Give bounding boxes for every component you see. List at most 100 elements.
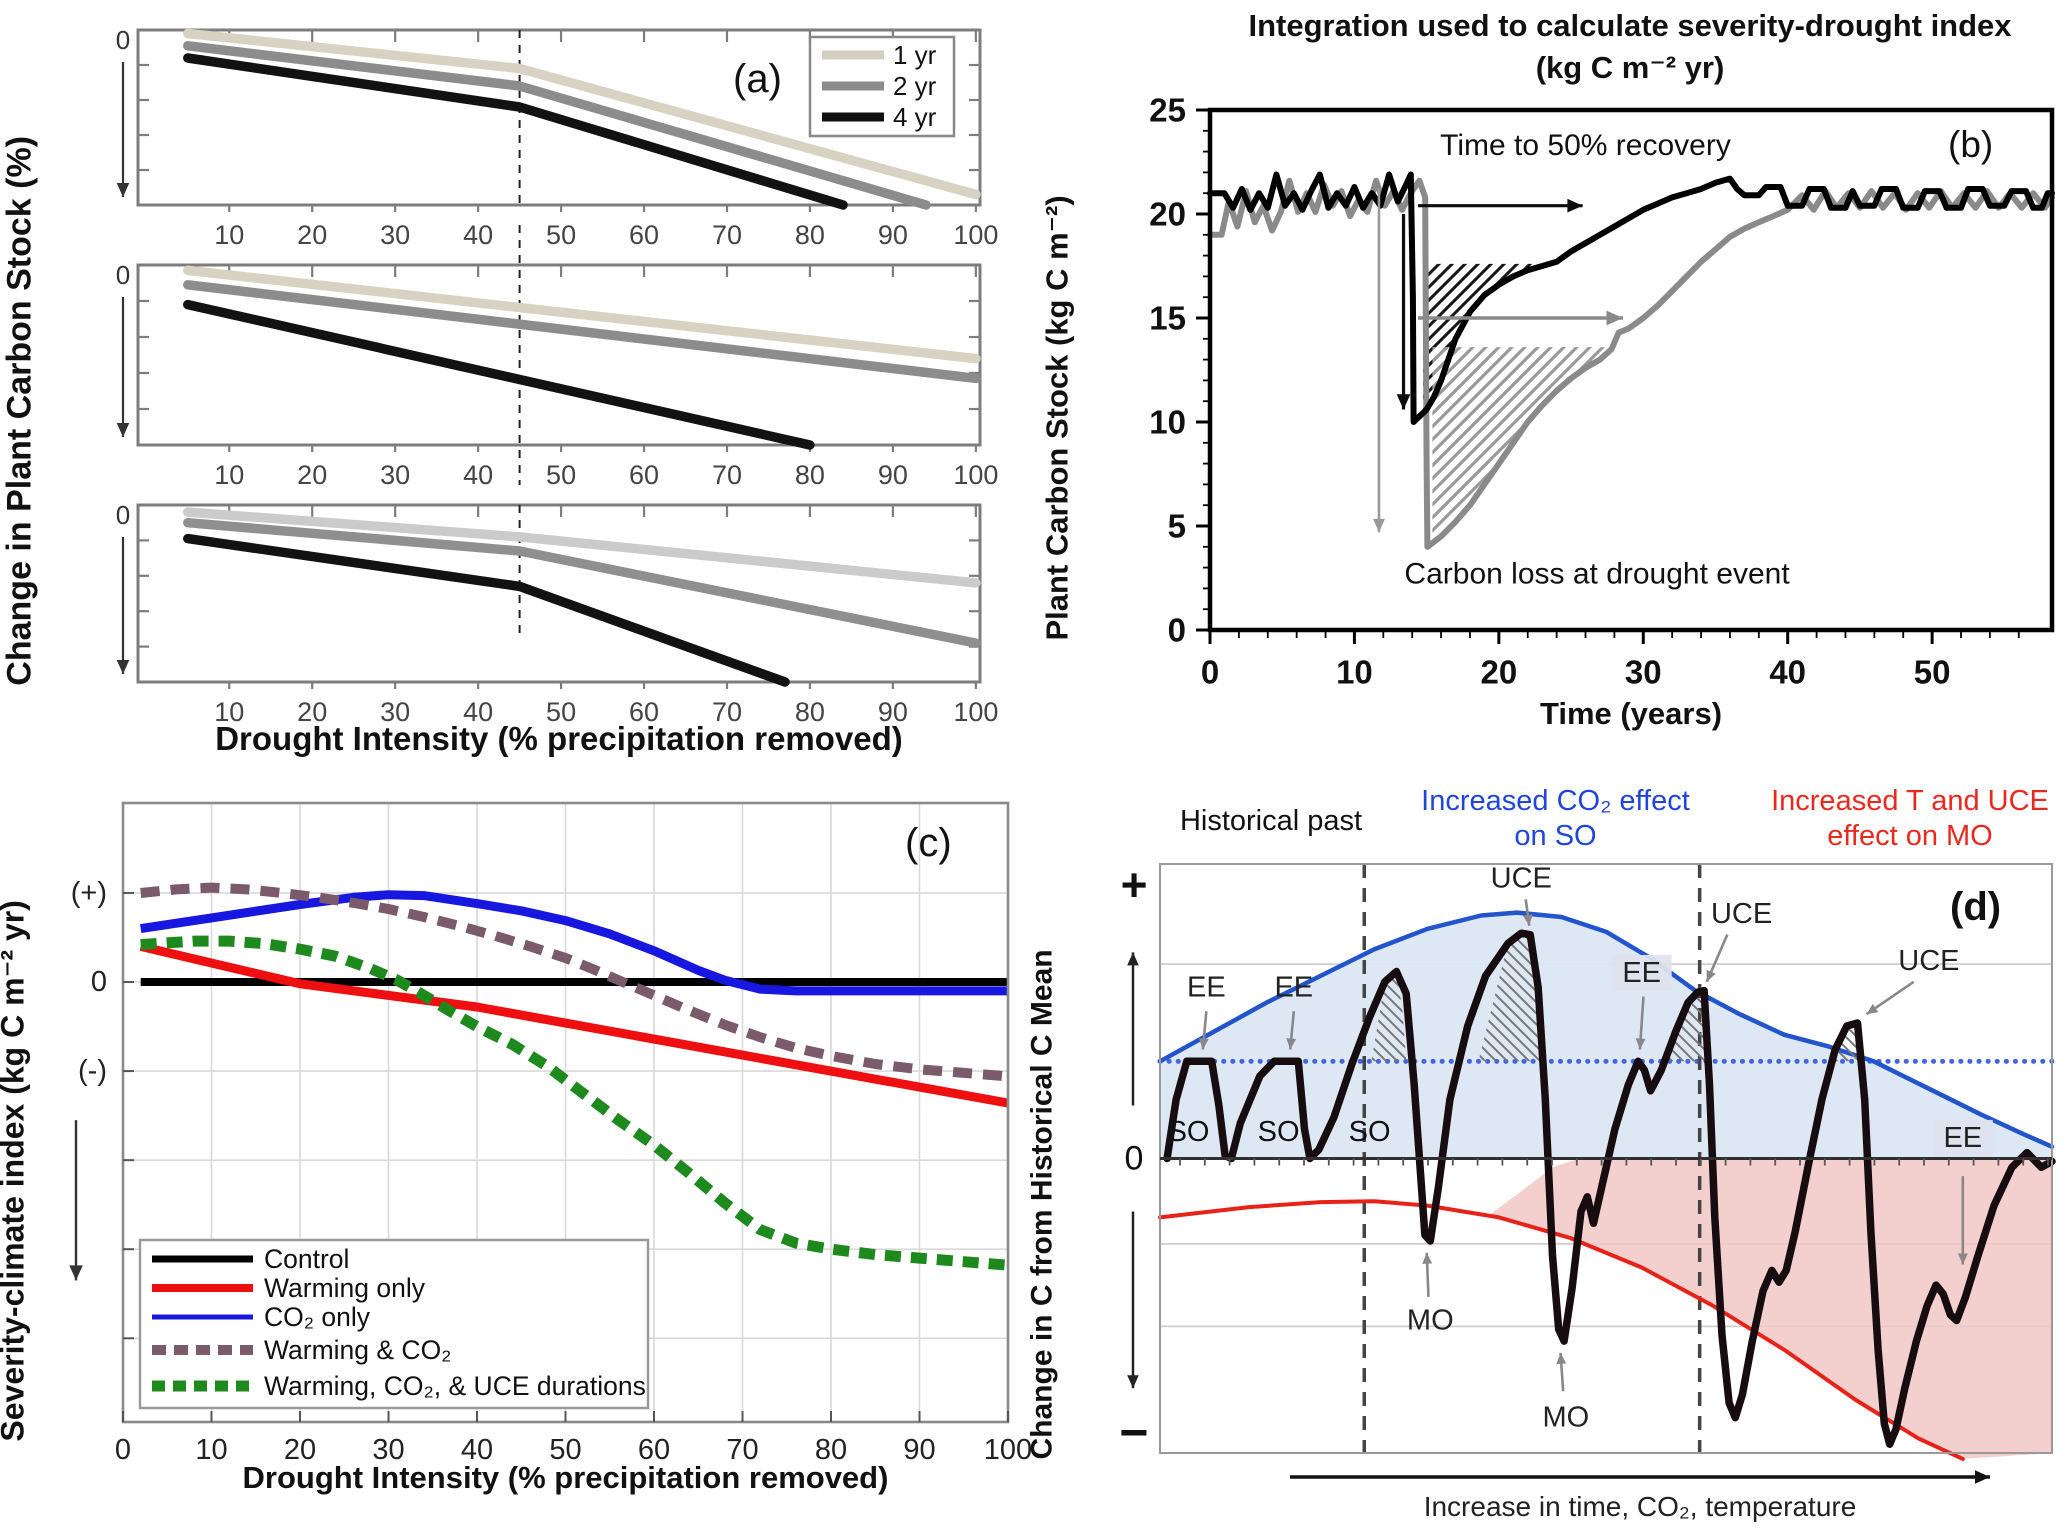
positive-axis-arrow (1127, 952, 1139, 1106)
mo-arrow (1556, 1352, 1567, 1392)
subplot-3: 10 20 30 40 50 60 70 80 90 100 0 (116, 500, 999, 727)
recovery-annotation: Time to 50% recovery (1440, 129, 1731, 162)
panel-b-ylabel: Plant Carbon Stock (kg C m⁻²) (1039, 195, 1075, 641)
x-tick-label: 30 (1625, 654, 1662, 691)
x-tick-label: 80 (815, 1434, 847, 1466)
x-tick-label: 20 (297, 220, 327, 250)
panel-d-header-co2-line2: on SO (1514, 820, 1597, 852)
panel-d-bottom-axis-label: Increase in time, CO₂, temperature (1423, 1491, 1857, 1522)
y-axis-symbol: (-) (78, 1055, 107, 1087)
x-tick-label: 30 (380, 460, 410, 490)
series-2-yr (183, 517, 981, 648)
panel-d-chart: SO SO SO EE EE UCE UCE UCE EE EE MO MO +0 − (1119, 859, 2056, 1484)
negative-axis-arrow (1127, 1211, 1139, 1389)
series-warming-only (139, 942, 1009, 1108)
x-tick-label: 60 (629, 697, 659, 727)
x-tick-label: 30 (380, 220, 410, 250)
uce-label: UCE (1491, 863, 1552, 895)
panel-d-header-historical: Historical past (1179, 805, 1363, 837)
y-tick-label: 10 (1149, 404, 1186, 441)
x-tick-label: 80 (795, 460, 825, 490)
x-tick-label: 30 (372, 1434, 404, 1466)
x-tick-label: 20 (297, 460, 327, 490)
panel-b-title-line2: (kg C m⁻² yr) (1535, 50, 1725, 85)
series-4-yr (183, 299, 815, 450)
x-tick-label: 20 (284, 1434, 316, 1466)
series-warming-co-uce-durations (140, 935, 1009, 1271)
subplot-1: 10 20 30 40 50 60 70 80 90 100 0 (116, 25, 999, 250)
blue-fill-area (1160, 912, 2052, 1159)
series-warming-envelope-red (1158, 1199, 1965, 1461)
annotation-arrow-2 (1396, 214, 1411, 410)
uce-arrow (1705, 934, 1729, 983)
x-tick-label: 0 (1201, 654, 1219, 691)
y-zero-label: 0 (116, 25, 130, 55)
y-tick-label: 0 (1168, 612, 1186, 649)
decline-arrow (116, 537, 130, 674)
y-zero-label: 0 (116, 260, 130, 290)
hatch-area-black (1423, 263, 1560, 414)
panel-c-letter: (c) (905, 821, 952, 865)
y-tick-label: 25 (1149, 92, 1186, 129)
x-tick-label: 80 (795, 697, 825, 727)
x-tick-label: 10 (1336, 654, 1373, 691)
x-tick-label: 80 (795, 220, 825, 250)
uce-label: UCE (1898, 945, 1959, 977)
plot: SO SO SO EE EE UCE UCE UCE EE EE MO MO +0 − (1119, 859, 2056, 1484)
ee-arrow (1957, 1176, 1968, 1265)
y-symbol: − (1119, 1404, 1148, 1460)
series-1-yr (183, 507, 981, 588)
y-tick-label: 5 (1168, 508, 1186, 545)
x-tick-label: 10 (214, 460, 244, 490)
series-4-yr (183, 533, 790, 687)
pink-fill-area (1490, 1158, 2052, 1459)
x-tick-label: 40 (463, 220, 493, 250)
panel-a-xlabel: Drought Intensity (% precipitation remov… (215, 720, 903, 757)
x-tick-label: 70 (712, 460, 742, 490)
x-tick-label: 100 (953, 220, 998, 250)
legend-label: 1 yr (893, 40, 937, 70)
annotation-arrow-3 (1373, 189, 1385, 533)
legend-label: 4 yr (893, 102, 937, 132)
panel-b-title-line1: Integration used to calculate severity-d… (1248, 8, 2012, 43)
y-symbol: 0 (1125, 1140, 1144, 1178)
series-2-yr (183, 280, 981, 384)
series-warming-co- (140, 882, 1009, 1082)
x-tick-label: 40 (463, 460, 493, 490)
mo-arrow (1422, 1252, 1433, 1297)
y-axis-symbol: 0 (91, 966, 107, 998)
plot: 0 5 10 15 20 25 0 10 20 30 40 50 Time to 50% recover… (1149, 92, 2055, 691)
uce-hatch-area (1478, 933, 1542, 1062)
panel-c-ylabel: Severity-climate index (kg C m⁻² yr) (0, 900, 31, 1442)
x-tick-label: 50 (546, 697, 576, 727)
x-tick-label: 60 (638, 1434, 670, 1466)
x-tick-label: 90 (903, 1434, 935, 1466)
uce-arrow (1865, 980, 1915, 1016)
panel-d-header-co2-line1: Increased CO₂ effect (1421, 785, 1690, 817)
x-tick-label: 90 (878, 220, 908, 250)
series-drought-4yr-black (1207, 171, 2055, 425)
panel-d-ylabel: Change in C from Historical C Mean (1025, 949, 1059, 1460)
x-tick-label: 90 (878, 460, 908, 490)
x-tick-label: 50 (546, 220, 576, 250)
panel-b-chart: 0 5 10 15 20 25 0 10 20 30 40 50 Time to 50% recover… (1149, 92, 2055, 691)
series-4-yr (183, 53, 848, 210)
x-tick-label: 10 (214, 220, 244, 250)
x-tick-label: 50 (1914, 654, 1951, 691)
ee-arrow (1198, 1011, 1209, 1050)
ee-arrow (1635, 996, 1646, 1050)
series-2-yr (183, 41, 931, 210)
uce-label: UCE (1711, 898, 1772, 930)
x-tick-label: 70 (726, 1434, 758, 1466)
uce-hatch-area (1371, 971, 1407, 1062)
panel-c-xlabel: Drought Intensity (% precipitation remov… (242, 1460, 889, 1495)
subplot-2: 10 20 30 40 50 60 70 80 90 100 0 (116, 225, 998, 490)
x-tick-label: 10 (214, 697, 244, 727)
legend-label: Warming & CO₂ (264, 1335, 451, 1365)
uce-arrow (1522, 899, 1533, 927)
so-label: SO (1258, 1116, 1300, 1148)
mo-label: MO (1543, 1402, 1590, 1434)
